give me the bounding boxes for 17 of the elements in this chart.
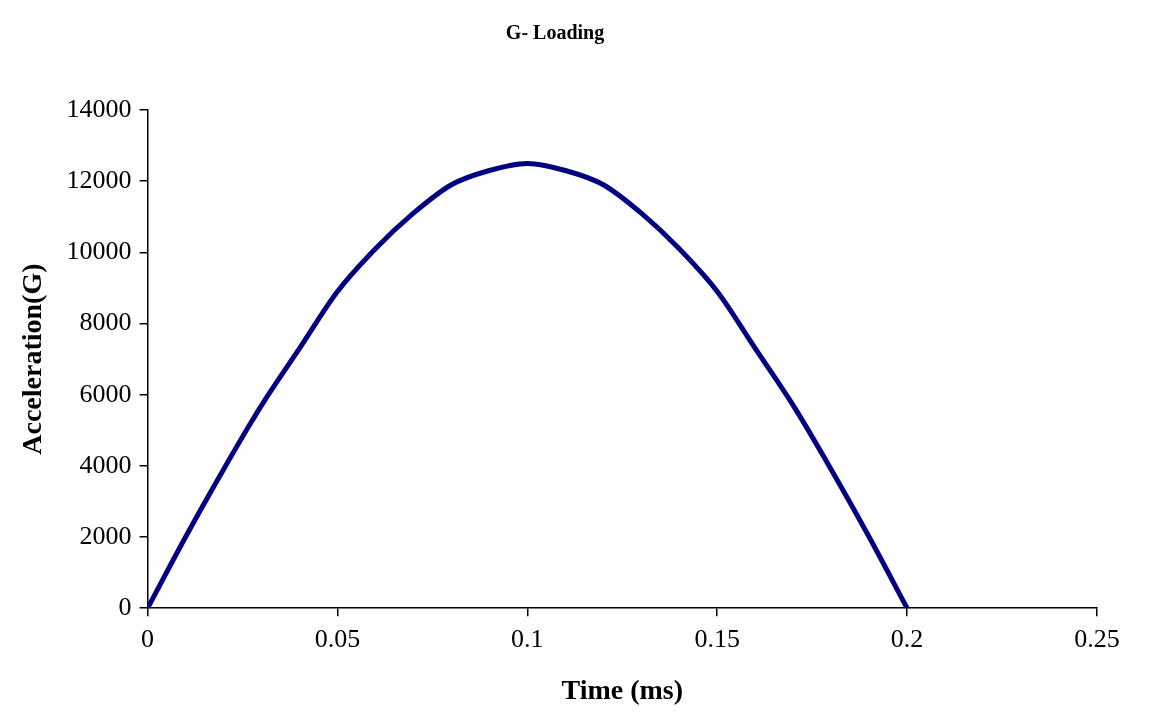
x-tick-label: 0.05 <box>314 623 361 653</box>
chart-title: G- Loading <box>505 21 605 45</box>
y-tick-label: 12000 <box>66 165 132 194</box>
y-tick-label: 0 <box>118 592 132 622</box>
x-tick-label: 0 <box>141 623 155 653</box>
x-tick-label: 0.15 <box>694 623 740 653</box>
y-tick-label: 14000 <box>66 93 132 123</box>
y-tick-label: 2000 <box>79 520 132 550</box>
y-tick-label: 4000 <box>79 449 132 479</box>
y-tick-label: 10000 <box>66 236 132 266</box>
x-tick-label: 0.2 <box>890 623 924 653</box>
y-axis-title: Acceleration(G) <box>16 263 48 455</box>
x-tick-label: 0.25 <box>1074 623 1120 653</box>
y-tick-label: 6000 <box>79 378 132 408</box>
x-tick-label: 0.1 <box>511 623 544 653</box>
x-axis-title: Time (ms) <box>561 674 684 706</box>
y-tick-label: 8000 <box>79 307 132 337</box>
